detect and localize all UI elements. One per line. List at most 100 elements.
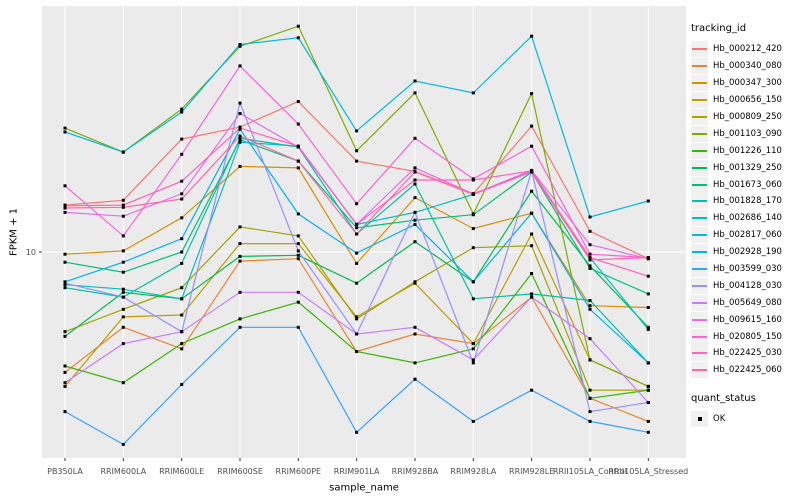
data-point[interactable] — [296, 36, 300, 40]
legend-item-Hb_001673_060[interactable]: Hb_001673_060 — [691, 176, 799, 193]
data-point[interactable] — [296, 300, 300, 304]
data-point[interactable] — [471, 358, 475, 362]
legend-item-Hb_002686_140[interactable]: Hb_002686_140 — [691, 210, 799, 227]
data-point[interactable] — [413, 182, 417, 186]
data-point[interactable] — [238, 242, 242, 246]
data-point[interactable] — [296, 212, 300, 216]
data-point[interactable] — [121, 203, 125, 207]
data-point[interactable] — [238, 101, 242, 105]
data-point[interactable] — [180, 216, 184, 220]
data-point[interactable] — [646, 199, 650, 203]
legend-item-Hb_022425_060[interactable]: Hb_022425_060 — [691, 362, 799, 379]
data-point[interactable] — [588, 256, 592, 260]
data-point[interactable] — [180, 237, 184, 241]
data-point[interactable] — [121, 290, 125, 294]
legend-item-Hb_000212_420[interactable]: Hb_000212_420 — [691, 41, 799, 58]
data-point[interactable] — [296, 100, 300, 103]
data-point[interactable] — [413, 79, 417, 83]
legend-item-Hb_001103_090[interactable]: Hb_001103_090 — [691, 125, 799, 142]
legend-item-Hb_003599_030[interactable]: Hb_003599_030 — [691, 261, 799, 278]
data-point[interactable] — [471, 297, 475, 301]
data-point[interactable] — [296, 242, 300, 246]
data-point[interactable] — [180, 197, 184, 201]
data-point[interactable] — [413, 361, 417, 365]
data-point[interactable] — [296, 122, 300, 126]
data-point[interactable] — [180, 152, 184, 156]
data-point[interactable] — [588, 410, 592, 414]
data-point[interactable] — [63, 206, 67, 210]
data-point[interactable] — [296, 249, 300, 253]
data-point[interactable] — [471, 342, 475, 346]
data-point[interactable] — [588, 304, 592, 308]
legend-item-Hb_001828_170[interactable]: Hb_001828_170 — [691, 193, 799, 210]
data-point[interactable] — [530, 292, 534, 296]
data-point[interactable] — [121, 198, 125, 202]
data-point[interactable] — [121, 205, 125, 209]
data-point[interactable] — [238, 254, 242, 258]
legend-item-ok[interactable]: OK — [691, 411, 799, 428]
data-point[interactable] — [121, 307, 125, 311]
data-point[interactable] — [238, 43, 242, 46]
data-point[interactable] — [471, 178, 475, 182]
data-point[interactable] — [238, 112, 242, 115]
legend-item-Hb_000809_250[interactable]: Hb_000809_250 — [691, 109, 799, 126]
data-point[interactable] — [180, 179, 184, 183]
data-point[interactable] — [471, 213, 475, 217]
data-point[interactable] — [355, 251, 359, 255]
data-point[interactable] — [121, 234, 125, 238]
data-point[interactable] — [238, 136, 242, 140]
data-point[interactable] — [355, 332, 359, 336]
data-point[interactable] — [355, 222, 359, 226]
data-point[interactable] — [238, 134, 242, 138]
legend-item-Hb_000656_150[interactable]: Hb_000656_150 — [691, 92, 799, 109]
data-point[interactable] — [296, 144, 300, 148]
data-point[interactable] — [530, 295, 534, 299]
data-point[interactable] — [296, 257, 300, 261]
data-point[interactable] — [296, 24, 300, 28]
data-point[interactable] — [63, 334, 67, 338]
data-point[interactable] — [238, 140, 242, 144]
data-point[interactable] — [530, 144, 534, 148]
data-point[interactable] — [180, 297, 184, 301]
data-point[interactable] — [413, 166, 417, 170]
data-point[interactable] — [530, 189, 534, 193]
data-point[interactable] — [530, 211, 534, 215]
data-point[interactable] — [180, 286, 184, 290]
data-point[interactable] — [355, 430, 359, 434]
data-point[interactable] — [121, 214, 125, 218]
data-point[interactable] — [413, 332, 417, 336]
legend-item-Hb_002817_060[interactable]: Hb_002817_060 — [691, 227, 799, 244]
data-point[interactable] — [588, 337, 592, 341]
data-point[interactable] — [530, 232, 534, 236]
data-point[interactable] — [121, 150, 125, 154]
data-point[interactable] — [530, 170, 534, 174]
data-point[interactable] — [413, 196, 417, 200]
legend-item-Hb_001226_110[interactable]: Hb_001226_110 — [691, 142, 799, 159]
data-point[interactable] — [471, 419, 475, 423]
data-point[interactable] — [471, 361, 475, 365]
data-point[interactable] — [646, 419, 650, 423]
legend-item-Hb_004128_030[interactable]: Hb_004128_030 — [691, 277, 799, 294]
data-point[interactable] — [413, 240, 417, 244]
data-point[interactable] — [413, 91, 417, 95]
data-point[interactable] — [296, 234, 300, 238]
data-point[interactable] — [238, 317, 242, 321]
data-point[interactable] — [238, 44, 242, 48]
legend-item-Hb_022425_030[interactable]: Hb_022425_030 — [691, 345, 799, 362]
data-point[interactable] — [355, 202, 359, 206]
data-point[interactable] — [530, 388, 534, 392]
data-point[interactable] — [238, 64, 242, 68]
data-point[interactable] — [121, 315, 125, 319]
data-point[interactable] — [471, 227, 475, 231]
data-point[interactable] — [121, 325, 125, 329]
data-point[interactable] — [180, 110, 184, 114]
data-point[interactable] — [121, 270, 125, 274]
data-point[interactable] — [180, 107, 184, 111]
data-point[interactable] — [588, 252, 592, 256]
data-point[interactable] — [588, 243, 592, 247]
data-point[interactable] — [63, 286, 67, 290]
data-point[interactable] — [588, 215, 592, 219]
data-point[interactable] — [471, 246, 475, 250]
data-point[interactable] — [180, 192, 184, 196]
data-point[interactable] — [413, 222, 417, 226]
